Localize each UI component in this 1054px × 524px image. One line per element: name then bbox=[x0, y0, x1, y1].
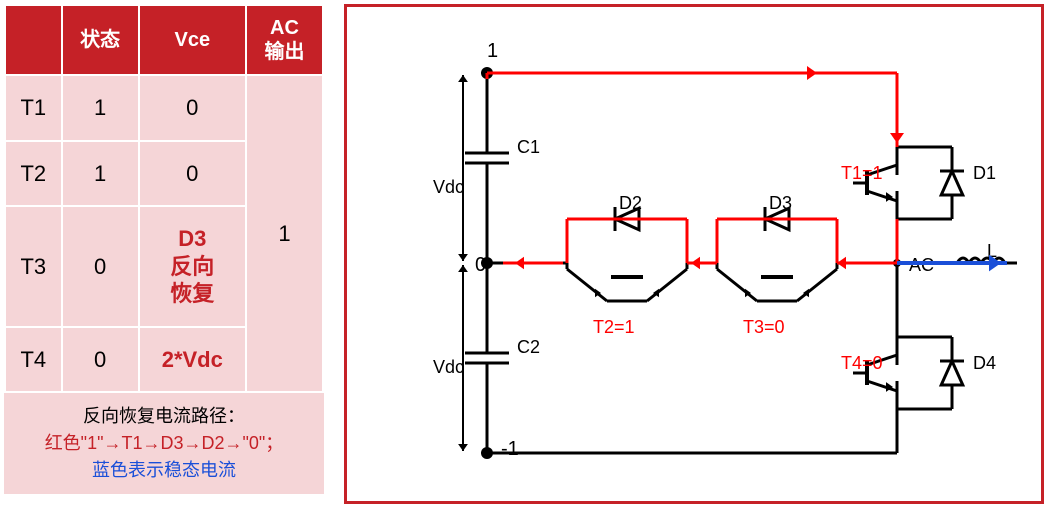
svg-text:D1: D1 bbox=[973, 163, 996, 183]
svg-text:T4=0: T4=0 bbox=[841, 353, 883, 373]
svg-text:D3: D3 bbox=[769, 193, 792, 213]
row-vce: 0 bbox=[139, 141, 246, 207]
header-blank bbox=[5, 5, 62, 75]
svg-text:D2: D2 bbox=[619, 193, 642, 213]
state-table: 状态 Vce AC输出 T1101T210T30D3反向恢复T402*Vdc bbox=[4, 4, 324, 393]
row-t: T2 bbox=[5, 141, 62, 207]
header-vce: Vce bbox=[139, 5, 246, 75]
header-ac: AC输出 bbox=[246, 5, 323, 75]
svg-text:T2=1: T2=1 bbox=[593, 317, 635, 337]
row-vce: D3反向恢复 bbox=[139, 206, 246, 327]
row-t: T3 bbox=[5, 206, 62, 327]
svg-text:C2: C2 bbox=[517, 337, 540, 357]
row-t: T4 bbox=[5, 327, 62, 393]
svg-text:T3=0: T3=0 bbox=[743, 317, 785, 337]
row-state: 1 bbox=[62, 141, 139, 207]
row-vce: 0 bbox=[139, 75, 246, 141]
caption-line3: 蓝色表示稳态电流 bbox=[10, 457, 318, 484]
row-vce: 2*Vdc bbox=[139, 327, 246, 393]
svg-text:T1=1: T1=1 bbox=[841, 163, 883, 183]
caption-line2: 红色"1"→T1→D3→D2→"0"； bbox=[10, 430, 318, 457]
header-state: 状态 bbox=[62, 5, 139, 75]
svg-text:1: 1 bbox=[487, 40, 498, 62]
row-state: 0 bbox=[62, 327, 139, 393]
table-caption: 反向恢复电流路径： 红色"1"→T1→D3→D2→"0"； 蓝色表示稳态电流 bbox=[4, 393, 324, 494]
row-acout: 1 bbox=[246, 75, 323, 392]
svg-text:-1: -1 bbox=[501, 438, 519, 460]
row-state: 0 bbox=[62, 206, 139, 327]
svg-text:D4: D4 bbox=[973, 353, 996, 373]
row-t: T1 bbox=[5, 75, 62, 141]
svg-text:0: 0 bbox=[475, 254, 486, 276]
row-state: 1 bbox=[62, 75, 139, 141]
caption-line1: 反向恢复电流路径： bbox=[10, 403, 318, 430]
svg-text:C1: C1 bbox=[517, 137, 540, 157]
svg-text:Vdc: Vdc bbox=[433, 177, 464, 197]
circuit-diagram: C1VdcC2Vdc10-1T1=1D1T4=0D4T2=1D2T3=0D3AC… bbox=[344, 4, 1044, 504]
svg-text:Vdc: Vdc bbox=[433, 357, 464, 377]
